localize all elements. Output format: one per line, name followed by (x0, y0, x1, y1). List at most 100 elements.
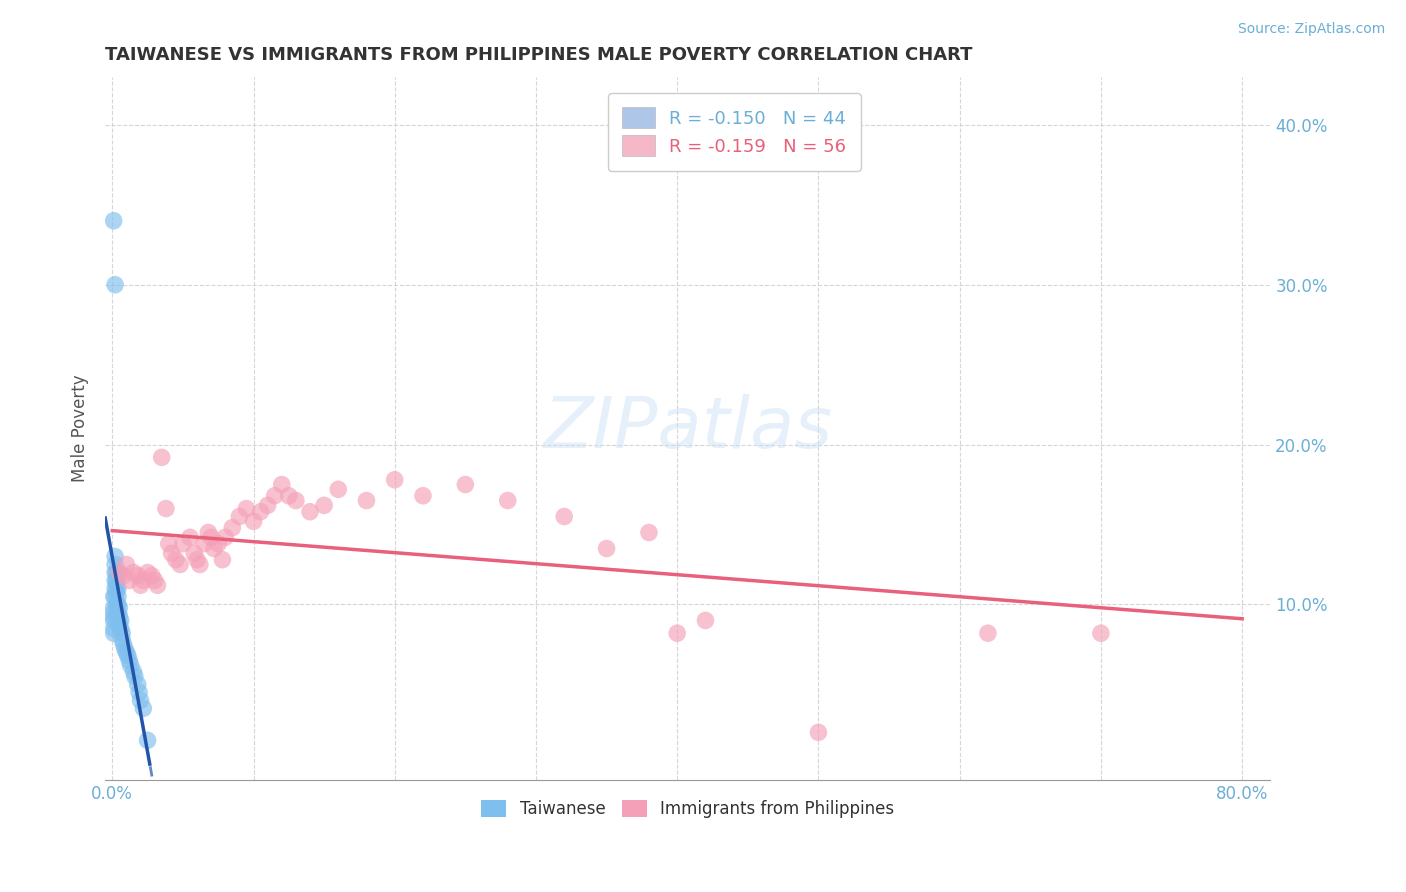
Point (242, 514, 264, 528)
Point (107, 590, 129, 604)
Point (104, 277, 127, 292)
Point (129, 693, 152, 707)
Point (108, 608, 131, 623)
Point (496, 493, 519, 508)
Point (132, 574, 155, 588)
Point (211, 552, 233, 566)
Point (117, 648, 139, 663)
Point (103, 610, 125, 624)
Point (105, 578, 128, 592)
Point (103, 622, 125, 636)
Point (228, 509, 250, 524)
Point (107, 606, 129, 620)
Point (112, 568, 135, 582)
Legend: Taiwanese, Immigrants from Philippines: Taiwanese, Immigrants from Philippines (474, 793, 901, 825)
Point (165, 552, 187, 566)
Point (284, 493, 307, 508)
Point (104, 558, 127, 572)
Text: Source: ZipAtlas.com: Source: ZipAtlas.com (1237, 22, 1385, 37)
Point (111, 626, 134, 640)
Point (298, 505, 321, 519)
Point (141, 568, 163, 582)
Point (207, 537, 229, 551)
Point (122, 566, 145, 580)
Point (103, 213, 125, 227)
Point (235, 501, 257, 516)
Point (977, 626, 1000, 640)
Point (183, 546, 205, 560)
Point (270, 477, 292, 491)
Point (695, 614, 717, 628)
Point (150, 450, 173, 465)
Point (202, 541, 225, 556)
Point (412, 489, 434, 503)
Point (263, 489, 285, 503)
Point (108, 616, 131, 631)
Point (104, 574, 127, 588)
Point (114, 642, 136, 657)
Point (214, 530, 236, 544)
Point (356, 493, 378, 508)
Point (103, 626, 125, 640)
Point (314, 499, 336, 513)
Point (454, 477, 477, 491)
Point (807, 725, 830, 739)
Point (553, 509, 575, 524)
Point (103, 590, 125, 604)
Point (384, 473, 406, 487)
Point (104, 566, 127, 580)
Point (105, 574, 128, 588)
Point (108, 600, 131, 615)
Point (103, 606, 125, 620)
Point (112, 637, 135, 651)
Point (110, 622, 132, 636)
Point (104, 549, 127, 564)
Point (115, 645, 138, 659)
Point (110, 614, 132, 628)
Point (277, 489, 299, 503)
Point (197, 525, 219, 540)
Point (160, 546, 183, 560)
Point (179, 530, 201, 544)
Point (104, 590, 127, 604)
Point (124, 669, 146, 683)
Point (127, 568, 149, 582)
Point (118, 653, 141, 667)
Point (172, 537, 194, 551)
Point (105, 598, 128, 612)
Point (200, 530, 222, 544)
Point (638, 525, 661, 540)
Point (128, 685, 150, 699)
Point (108, 566, 131, 580)
Point (107, 582, 129, 596)
Point (188, 558, 211, 572)
Point (146, 578, 169, 592)
Point (111, 632, 134, 647)
Point (122, 665, 145, 679)
Y-axis label: Male Poverty: Male Poverty (72, 375, 89, 483)
Point (103, 600, 125, 615)
Point (129, 578, 152, 592)
Point (256, 499, 278, 513)
Point (105, 584, 128, 599)
Point (221, 521, 243, 535)
Point (157, 537, 180, 551)
Point (193, 537, 215, 551)
Point (249, 505, 271, 519)
Point (104, 582, 127, 596)
Point (115, 558, 138, 572)
Point (595, 541, 617, 556)
Point (328, 483, 350, 497)
Point (105, 566, 128, 580)
Point (1090, 626, 1112, 640)
Point (155, 501, 177, 516)
Point (136, 733, 159, 747)
Point (143, 574, 166, 588)
Point (107, 598, 129, 612)
Point (132, 701, 155, 715)
Point (118, 574, 141, 588)
Point (666, 626, 689, 640)
Text: ZIPatlas: ZIPatlas (543, 394, 832, 463)
Point (186, 552, 208, 566)
Point (120, 658, 142, 673)
